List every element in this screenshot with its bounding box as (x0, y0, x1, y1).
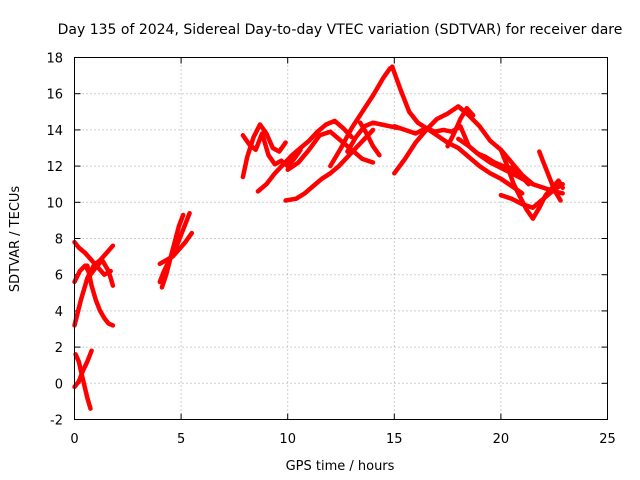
series-trace-13 (283, 127, 376, 203)
x-tick-label: 25 (599, 432, 616, 447)
y-tick-label: 2 (55, 341, 63, 356)
series-trace-12 (255, 118, 354, 194)
series-trace-16 (345, 120, 401, 154)
y-axis-label: SDTVAR / TECUs (8, 186, 23, 293)
series-trace-5 (73, 352, 93, 411)
grid-lines (74, 57, 608, 420)
x-tick-label: 0 (70, 432, 78, 447)
series-trace-3 (72, 257, 116, 288)
series-trace-6 (72, 348, 94, 390)
series-trace-19 (392, 124, 525, 196)
chart-title: Day 135 of 2024, Sidereal Day-to-day VTE… (58, 22, 623, 38)
x-tick-label: 5 (177, 432, 185, 447)
y-tick-label: 14 (46, 124, 63, 139)
series-trace-14 (285, 129, 376, 172)
x-tick-label: 10 (279, 432, 296, 447)
series-trace-21 (445, 105, 476, 149)
y-tick-label: 16 (46, 88, 63, 103)
series-trace-2 (72, 239, 113, 277)
y-tick-label: 6 (55, 269, 63, 284)
x-tick-label: 20 (493, 432, 510, 447)
series-trace-11 (240, 131, 303, 169)
y-tick-label: -2 (50, 414, 63, 429)
series-trace-17 (357, 120, 382, 158)
series-trace-24 (537, 149, 563, 203)
series-trace-10 (240, 122, 288, 180)
y-tick-label: 0 (55, 377, 63, 392)
series-trace-9 (159, 212, 186, 290)
y-tick-label: 8 (55, 233, 63, 248)
data-series (72, 64, 565, 411)
y-tick-labels: -2 0 2 4 6 8 10 12 14 16 18 (46, 52, 63, 429)
series-trace-8 (157, 230, 195, 267)
x-tick-labels: 0 5 10 15 20 25 (70, 432, 615, 447)
y-tick-label: 4 (55, 305, 63, 320)
y-tick-label: 12 (46, 160, 63, 175)
series-trace-25 (498, 181, 565, 210)
axis-ticks (74, 57, 608, 420)
x-axis-label: GPS time / hours (286, 459, 395, 474)
y-tick-label: 10 (46, 196, 63, 211)
series-trace-4 (85, 263, 116, 328)
plot-frame (74, 57, 608, 420)
series-trace-15 (328, 66, 393, 169)
x-tick-label: 15 (386, 432, 403, 447)
y-tick-label: 18 (46, 52, 63, 67)
